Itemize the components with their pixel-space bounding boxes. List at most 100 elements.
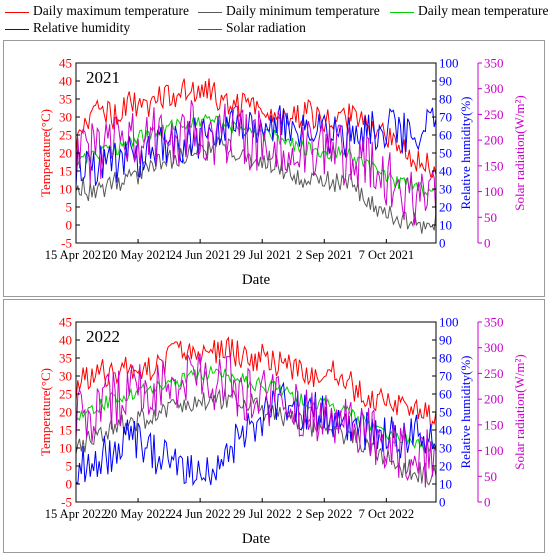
legend-label-solar-radiation: Solar radiation <box>226 20 306 35</box>
y-left-tick-label: 35 <box>59 351 72 366</box>
y-left-tick-label: 20 <box>59 405 72 420</box>
plot-frame <box>75 321 437 503</box>
y-left-tick-label: 40 <box>59 333 72 348</box>
x-tick-label: 2 Sep 2022 <box>296 507 352 521</box>
y-left-tick-label: 30 <box>59 110 72 125</box>
y-right2-tick-label: 200 <box>484 392 504 407</box>
y-left-tick-label: 0 <box>66 218 73 233</box>
x-tick-label: 29 Jul 2022 <box>233 507 291 521</box>
y-right1-tick-label: 80 <box>439 92 452 107</box>
y-right1-tick-label: 90 <box>439 333 452 348</box>
y-right2-tick-label: 150 <box>484 158 504 173</box>
y-right1-tick-label: 40 <box>439 164 452 179</box>
legend-line-daily-maximum-temperature <box>5 12 29 13</box>
legend: Daily maximum temperature Daily minimum t… <box>0 0 550 40</box>
chart-panel-2022: 2022 -5 0 5 10 15 20 25 30 35 40 45 Temperature(°C) 0… <box>3 299 545 553</box>
legend-line-solar-radiation <box>198 29 222 30</box>
y-right2-axis-label: Solar radiation(W/m²) <box>512 354 527 469</box>
y-right1-tick-label: 40 <box>439 423 452 438</box>
y-left-tick-label: 45 <box>59 56 72 71</box>
legend-label-daily-minimum-temperature: Daily minimum temperature <box>226 3 380 18</box>
y-right2-tick-label: 0 <box>484 495 491 510</box>
series-daily-minimum-temperature <box>75 135 437 234</box>
y-right1-tick-label: 20 <box>439 459 452 474</box>
legend-line-daily-minimum-temperature <box>198 12 222 13</box>
x-tick-label: 24 Jun 2022 <box>170 507 231 521</box>
y-right1-tick-label: 100 <box>439 56 459 71</box>
y-left-axis-label: Temperature(°C) <box>38 368 53 456</box>
y-right2-tick-label: 50 <box>484 469 497 484</box>
x-tick-label: 29 Jul 2021 <box>233 248 291 262</box>
y-left-tick-label: 45 <box>59 315 72 330</box>
legend-label-relative-humidity: Relative humidity <box>33 20 131 35</box>
legend-line-relative-humidity <box>5 29 29 30</box>
y-left-tick-label: 5 <box>66 200 73 215</box>
y-right1-tick-label: 90 <box>439 74 452 89</box>
y-right2-axis-label: Solar radiation(W/m²) <box>512 95 527 210</box>
y-right1-tick-label: 10 <box>439 218 452 233</box>
y-right2-tick-label: 250 <box>484 366 504 381</box>
y-right1-tick-label: 70 <box>439 110 452 125</box>
y-right2-tick-label: 350 <box>484 56 504 71</box>
x-tick-label: 7 Oct 2022 <box>359 507 415 521</box>
y-right2-tick-label: 100 <box>484 184 504 199</box>
x-tick-label: 20 May 2022 <box>105 507 172 521</box>
y-right2-tick-label: 350 <box>484 315 504 330</box>
y-left-tick-label: 10 <box>59 182 72 197</box>
series-daily-maximum-temperature <box>75 336 437 430</box>
series-relative-humidity <box>75 381 437 487</box>
y-right1-tick-label: 100 <box>439 315 459 330</box>
y-right1-tick-label: 70 <box>439 369 452 384</box>
y-right1-tick-label: 50 <box>439 405 452 420</box>
y-left-tick-label: 40 <box>59 74 72 89</box>
y-left-tick-label: 15 <box>59 164 72 179</box>
y-right2-tick-label: 300 <box>484 81 504 96</box>
x-tick-label: 15 Apr 2022 <box>45 507 108 521</box>
y-left-tick-label: -5 <box>61 236 72 251</box>
y-right2-tick-label: 100 <box>484 443 504 458</box>
y-right1-axis-label: Relative humidity(%) <box>458 96 473 209</box>
y-right1-tick-label: 20 <box>439 200 452 215</box>
y-right1-tick-label: 30 <box>439 182 452 197</box>
series-daily-maximum-temperature <box>75 78 437 178</box>
y-right2-tick-label: 0 <box>484 236 491 251</box>
y-right2-tick-label: 50 <box>484 210 497 225</box>
y-right1-tick-label: 80 <box>439 351 452 366</box>
y-left-tick-label: 20 <box>59 146 72 161</box>
y-right1-tick-label: 30 <box>439 441 452 456</box>
legend-line-daily-mean-temperature <box>390 12 414 13</box>
y-right2-tick-label: 250 <box>484 107 504 122</box>
y-left-tick-label: 0 <box>66 477 73 492</box>
x-tick-label: 15 Apr 2021 <box>45 248 108 262</box>
chart-title: 2022 <box>86 327 120 346</box>
y-right2-tick-label: 300 <box>484 340 504 355</box>
y-left-tick-label: 15 <box>59 423 72 438</box>
x-tick-label: 2 Sep 2021 <box>296 248 352 262</box>
x-tick-label: 7 Oct 2021 <box>359 248 415 262</box>
y-left-tick-label: 25 <box>59 387 72 402</box>
chart-2021: 2021 -5 0 5 10 15 20 25 30 35 40 45 Temperature(°C) 0… <box>38 56 527 289</box>
legend-label-daily-maximum-temperature: Daily maximum temperature <box>33 3 189 18</box>
y-right2-tick-label: 150 <box>484 417 504 432</box>
y-right1-axis-label: Relative humidity(%) <box>458 355 473 468</box>
x-tick-label: 20 May 2021 <box>105 248 172 262</box>
y-right1-tick-label: 0 <box>439 236 446 251</box>
x-axis-label: Date <box>242 272 271 288</box>
legend-label-daily-mean-temperature: Daily mean temperature <box>418 3 549 18</box>
series-solar-radiation <box>75 353 437 488</box>
y-left-tick-label: 10 <box>59 441 72 456</box>
chart-panel-2021: 2021 -5 0 5 10 15 20 25 30 35 40 45 Temperature(°C) 0… <box>3 40 545 297</box>
y-right1-tick-label: 10 <box>439 477 452 492</box>
y-left-tick-label: 5 <box>66 459 73 474</box>
chart-2022: 2022 -5 0 5 10 15 20 25 30 35 40 45 Temperature(°C) 0… <box>38 315 527 548</box>
series-solar-radiation <box>75 100 437 226</box>
x-tick-label: 24 Jun 2021 <box>170 248 231 262</box>
y-right1-tick-label: 0 <box>439 495 446 510</box>
y-right2-tick-label: 200 <box>484 133 504 148</box>
y-right1-tick-label: 60 <box>439 387 452 402</box>
y-right1-tick-label: 60 <box>439 128 452 143</box>
y-left-tick-label: -5 <box>61 495 72 510</box>
y-left-tick-label: 35 <box>59 92 72 107</box>
y-left-tick-label: 30 <box>59 369 72 384</box>
chart-title: 2021 <box>86 68 120 87</box>
